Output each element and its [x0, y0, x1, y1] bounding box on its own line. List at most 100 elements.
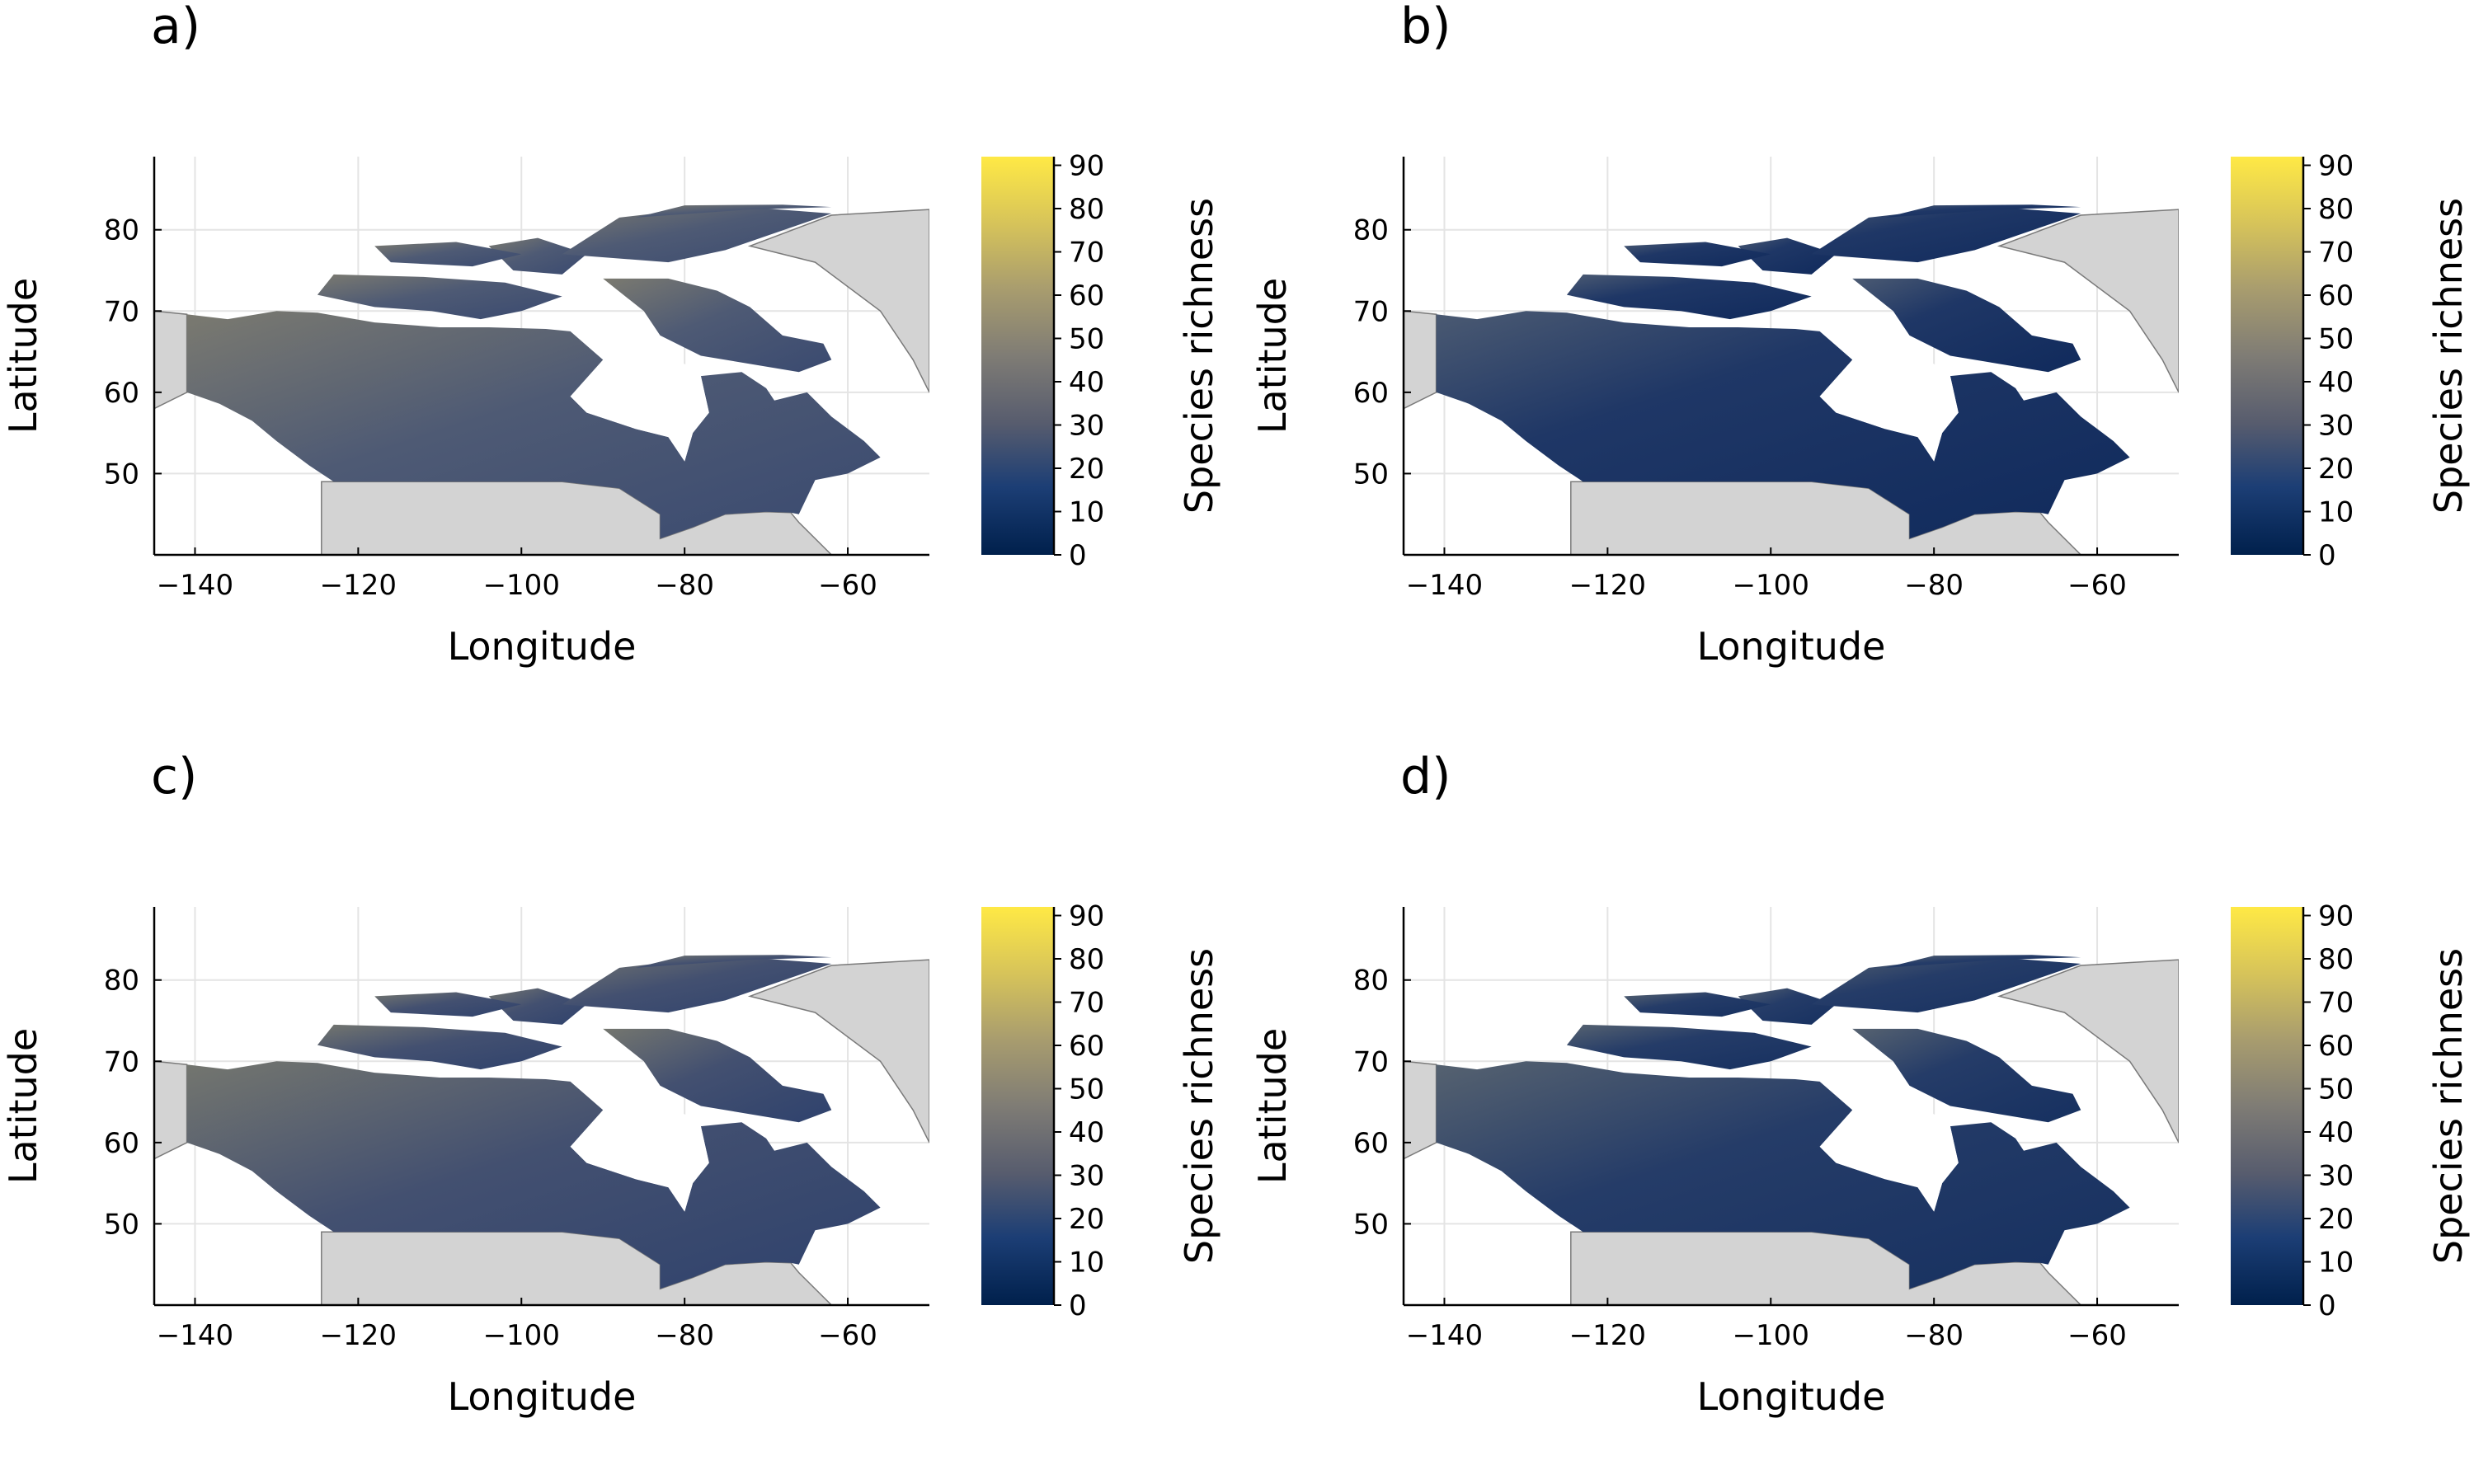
colorbar-tick-label: 20	[2318, 453, 2354, 486]
colorbar-tick-label: 50	[2318, 323, 2354, 356]
colorbar: 0 10 20 30 40 50 60 70 80 90	[981, 900, 1104, 1322]
usa-land	[1570, 1231, 2082, 1305]
map-area	[154, 204, 929, 555]
colorbar-label: Species richness	[2426, 948, 2471, 1264]
colorbar-tick-label: 90	[1069, 900, 1104, 933]
y-tick-label: 80	[104, 965, 139, 998]
arctic-island-raster	[1811, 956, 2081, 1013]
alaska-land	[154, 1060, 188, 1160]
x-tick-label: −120	[1569, 1319, 1646, 1352]
colorbar: 0 10 20 30 40 50 60 70 80 90	[2231, 900, 2354, 1322]
colorbar-tick-label: 20	[1069, 1203, 1104, 1236]
x-tick-label: −140	[1406, 569, 1483, 602]
y-tick-label: 60	[1353, 1127, 1389, 1160]
colorbar-gradient	[981, 157, 1054, 555]
canada-richness-raster	[186, 311, 881, 539]
arctic-island-raster	[562, 956, 832, 1013]
colorbar-tick-label: 50	[1069, 323, 1104, 356]
colorbar-tick-label: 70	[1069, 987, 1104, 1020]
colorbar-tick-label: 20	[2318, 1203, 2354, 1236]
arctic-island-raster	[1852, 1028, 2081, 1123]
map-area	[154, 955, 929, 1305]
arctic-island-raster	[1738, 237, 1837, 275]
map-panel: c) −140 −120 −100 −80 −60 50 60 70 80 Longitude Lat…	[1, 748, 1221, 1419]
colorbar: 0 10 20 30 40 50 60 70 80 90	[2231, 150, 2354, 572]
arctic-island-raster	[1884, 955, 2081, 968]
x-tick-label: −120	[1569, 569, 1646, 602]
arctic-island-raster	[317, 1024, 562, 1070]
canada-richness-raster	[186, 1061, 881, 1289]
greenland-land	[747, 959, 929, 1144]
arctic-island-raster	[635, 204, 832, 218]
x-tick-label: −80	[655, 569, 714, 602]
colorbar-tick-label: 60	[1069, 1030, 1104, 1063]
alaska-land	[154, 310, 188, 410]
colorbar-tick-label: 20	[1069, 453, 1104, 486]
x-axis-label: Longitude	[448, 1374, 637, 1419]
y-tick-label: 50	[104, 458, 139, 491]
colorbar-tick-label: 60	[2318, 1030, 2354, 1063]
x-tick-label: −80	[1904, 1319, 1964, 1352]
x-tick-label: −140	[157, 569, 233, 602]
greenland-land	[747, 209, 929, 393]
x-tick-label: −100	[1733, 1319, 1809, 1352]
alaska-land	[1404, 1060, 1437, 1160]
colorbar-tick-label: 60	[2318, 279, 2354, 312]
x-tick-label: −120	[320, 569, 397, 602]
colorbar-tick-label: 10	[2318, 1247, 2354, 1280]
y-axis-label: Latitude	[1, 278, 45, 434]
canada-richness-raster	[1436, 311, 2130, 539]
hudson-bay	[570, 1106, 709, 1212]
hudson-bay	[1819, 355, 1959, 462]
colorbar-label: Species richness	[2426, 198, 2471, 514]
map-area	[1404, 955, 2179, 1305]
arctic-island-raster	[1738, 988, 1837, 1025]
y-tick-label: 80	[1353, 965, 1389, 998]
x-tick-label: −120	[320, 1319, 397, 1352]
y-tick-label: 70	[104, 295, 139, 328]
y-tick-label: 70	[1353, 1045, 1389, 1078]
colorbar-tick-label: 10	[2318, 496, 2354, 529]
colorbar-gradient	[2231, 907, 2303, 1305]
colorbar-tick-label: 70	[2318, 237, 2354, 270]
x-tick-label: −80	[1904, 569, 1964, 602]
map-area	[1404, 204, 2179, 555]
colorbar-tick-label: 30	[2318, 410, 2354, 443]
x-axis-label: Longitude	[1697, 1374, 1886, 1419]
colorbar-tick-label: 40	[1069, 1116, 1104, 1149]
y-tick-label: 50	[104, 1208, 139, 1241]
colorbar-tick-label: 0	[2318, 539, 2336, 572]
colorbar-tick-label: 90	[2318, 150, 2354, 183]
map-panel: a) −140 −120 −100 −80 −60 50 60 70 80 Longitude Lat…	[1, 0, 1221, 669]
x-axis-label: Longitude	[1697, 624, 1886, 669]
y-axis-label: Latitude	[1250, 278, 1295, 434]
canada-richness-raster	[1436, 1061, 2130, 1289]
colorbar-tick-label: 80	[2318, 943, 2354, 976]
y-axis-label: Latitude	[1250, 1028, 1295, 1184]
x-tick-label: −100	[483, 569, 560, 602]
colorbar-tick-label: 0	[1069, 1289, 1087, 1322]
arctic-island-raster	[317, 274, 562, 320]
colorbar-tick-label: 70	[2318, 987, 2354, 1020]
y-tick-label: 60	[104, 377, 139, 410]
panel-letter: a)	[151, 0, 200, 55]
hudson-bay	[570, 355, 709, 462]
colorbar-label: Species richness	[1177, 948, 1221, 1264]
arctic-island-raster	[603, 1028, 832, 1123]
colorbar-gradient	[2231, 157, 2303, 555]
arctic-island-raster	[374, 992, 522, 1017]
colorbar-tick-label: 10	[1069, 496, 1104, 529]
panel-letter: c)	[151, 748, 197, 805]
map-panel: b) −140 −120 −100 −80 −60 50 60 70 80 Longitude Lat…	[1250, 0, 2471, 669]
y-tick-label: 70	[104, 1045, 139, 1078]
y-tick-label: 50	[1353, 1208, 1389, 1241]
panel-letter: b)	[1400, 0, 1451, 55]
x-tick-label: −60	[818, 1319, 877, 1352]
map-panel: d) −140 −120 −100 −80 −60 50 60 70 80 Longitude Lat…	[1250, 748, 2471, 1419]
y-axis-label: Latitude	[1, 1028, 45, 1184]
greenland-land	[1997, 959, 2179, 1144]
colorbar-tick-label: 0	[1069, 539, 1087, 572]
x-tick-label: −80	[655, 1319, 714, 1352]
colorbar-tick-label: 30	[2318, 1160, 2354, 1193]
